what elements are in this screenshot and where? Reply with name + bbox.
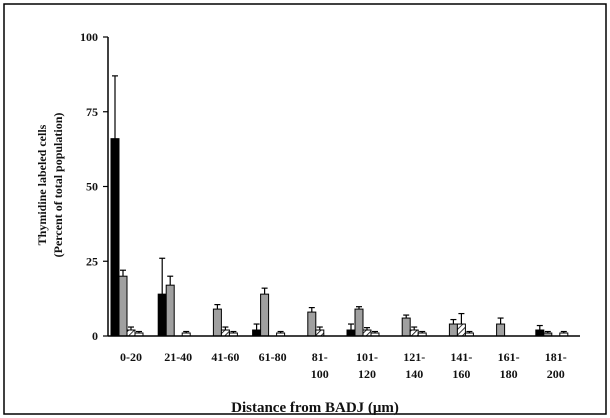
bar [354,308,364,337]
bar [260,293,270,337]
outer-frame [3,3,607,415]
x-tick-label: 180 [500,367,518,381]
x-tick-label: 101- [356,350,378,364]
x-tick-label: 21-40 [164,350,192,364]
bar [165,284,175,337]
bar [362,329,372,337]
bar [496,323,506,337]
x-tick-label: 81- [312,350,328,364]
bar [118,275,128,337]
bar [110,138,120,337]
y-tick-label: 0 [92,329,98,343]
bar [307,311,317,337]
x-tick-label: 41-60 [211,350,239,364]
plot-area: 0 25 50 75 100 0-20 21-40 41-60 61-80 81- 100 101- 1… [80,30,580,381]
y-tick-label: 75 [86,105,98,119]
bar [401,317,411,337]
x-tick-label: 161- [498,350,520,364]
bar [456,323,466,337]
bar [448,323,458,337]
bar [346,329,356,337]
x-tick-label: 100 [311,367,329,381]
x-tick-label: 120 [358,367,376,381]
bar [535,329,545,337]
bar [252,329,262,337]
y-tick-label: 25 [86,254,98,268]
y-axis-title: Thymidine labeled cells (Percent of total… [35,113,65,258]
x-tick-label: 121- [403,350,425,364]
x-tick-label: 0-20 [120,350,142,364]
bar [220,329,230,337]
bar [315,329,325,337]
x-tick-label: 140 [405,367,423,381]
y-tick-label: 100 [80,30,98,44]
y-axis-title-line: Thymidine labeled cells [35,124,49,245]
x-tick-label: 141- [450,350,472,364]
bar [126,329,136,337]
y-tick-label: 50 [86,180,98,194]
bar [212,308,222,337]
x-tick-label: 160 [452,367,470,381]
x-tick-label: 61-80 [259,350,287,364]
x-tick-label: 200 [547,367,565,381]
x-axis-title: Distance from BADJ (μm) [231,400,399,416]
x-tick-label: 181- [545,350,567,364]
y-axis-title-line: (Percent of total population) [51,113,65,258]
bar [409,329,419,337]
bar [157,293,167,337]
